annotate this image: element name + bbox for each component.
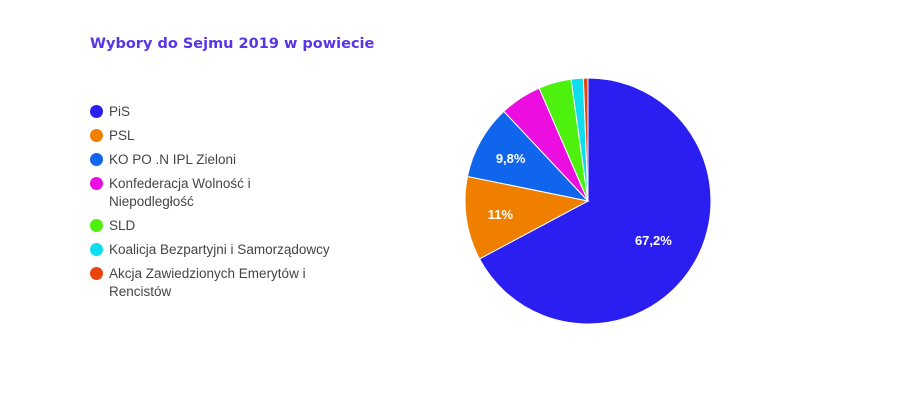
legend-label: PSL xyxy=(109,128,135,143)
legend-item[interactable]: SLD xyxy=(90,217,350,235)
legend-item[interactable]: Koalicja Bezpartyjni i Samorządowcy xyxy=(90,241,350,259)
legend-item[interactable]: PiS xyxy=(90,103,350,121)
legend-label: KO PO .N IPL Zieloni xyxy=(109,152,237,167)
legend-label: PiS xyxy=(109,104,131,119)
slice-data-label: 9,8% xyxy=(496,151,526,166)
legend: PiS PSL KO PO .N IPL Zieloni Konfederacja W… xyxy=(90,103,350,307)
pie-slice[interactable] xyxy=(466,110,590,202)
pie-slice[interactable] xyxy=(464,175,590,260)
legend-marker xyxy=(90,129,103,142)
legend-item[interactable]: Akcja Zawiedzionych Emerytów i Rencistów xyxy=(90,265,350,301)
legend-marker xyxy=(90,105,103,118)
legend-item[interactable]: Konfederacja Wolność i Niepodległość xyxy=(90,175,350,211)
slice-data-label: 11% xyxy=(488,207,514,222)
legend-label: Akcja Zawiedzionych Emerytów i Rencistów xyxy=(109,266,306,299)
legend-marker xyxy=(90,177,103,190)
legend-label: Koalicja Bezpartyjni i Samorządowcy xyxy=(109,242,330,257)
chart-title: Wybory do Sejmu 2019 w powiecie xyxy=(90,36,375,52)
pie-slice[interactable] xyxy=(582,77,589,202)
legend-label: SLD xyxy=(109,218,136,233)
legend-marker xyxy=(90,153,103,166)
legend-marker xyxy=(90,219,103,232)
legend-item[interactable]: PSL xyxy=(90,127,350,145)
slice-data-label: 67,2% xyxy=(635,233,672,248)
pie-slice[interactable] xyxy=(478,77,712,325)
legend-item[interactable]: KO PO .N IPL Zieloni xyxy=(90,151,350,169)
legend-marker xyxy=(90,267,103,280)
legend-label: Konfederacja Wolność i Niepodległość xyxy=(109,176,251,209)
legend-marker xyxy=(90,243,103,256)
